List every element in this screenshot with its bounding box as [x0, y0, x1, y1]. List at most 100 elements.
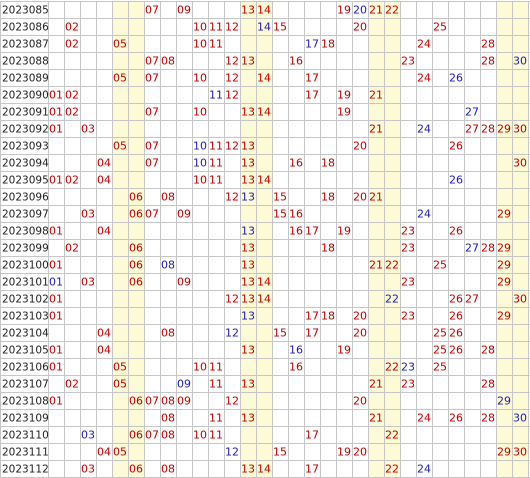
special-number: 27	[465, 106, 479, 119]
drawn-number: 09	[177, 4, 191, 17]
table-row: 2023087 02 05 10 11 17 18 24 28	[2, 38, 495, 51]
drawn-number: 02	[65, 89, 79, 102]
drawn-number: 13	[241, 242, 255, 255]
drawn-number: 09	[177, 276, 191, 289]
special-number: 10	[193, 157, 207, 170]
drawn-number: 29	[497, 446, 511, 459]
drawn-number: 25	[433, 361, 447, 374]
drawn-number: 22	[385, 463, 399, 476]
drawn-number: 26	[449, 327, 463, 340]
drawn-number: 23	[401, 310, 415, 323]
drawn-number: 05	[113, 38, 127, 51]
drawn-number: 06	[129, 259, 143, 272]
table-row: 2023085 07 09 13 14 19 20 21 22	[2, 4, 399, 17]
issue-number: 2023085	[2, 5, 49, 17]
drawn-number: 10	[193, 72, 207, 85]
drawn-number: 29	[497, 276, 511, 289]
drawn-number: 07	[145, 157, 159, 170]
drawn-number: 08	[161, 191, 175, 204]
special-number: 12	[225, 446, 239, 459]
drawn-number: 29	[497, 208, 511, 221]
drawn-number: 26	[449, 225, 463, 238]
drawn-number: 12	[225, 140, 239, 153]
drawn-number: 14	[257, 106, 271, 119]
drawn-number: 18	[321, 191, 335, 204]
drawn-number: 01	[49, 310, 63, 323]
table-row: 2023096 06 08 12 13 15 18 20 21	[2, 191, 383, 204]
drawn-number: 18	[321, 157, 335, 170]
drawn-number: 09	[177, 395, 191, 408]
drawn-number: 26	[449, 344, 463, 357]
issue-number: 2023087	[2, 39, 49, 51]
issue-number: 2023099	[2, 243, 49, 255]
drawn-number: 24	[417, 72, 431, 85]
drawn-number: 13	[241, 259, 255, 272]
drawn-number: 01	[49, 106, 63, 119]
table-row: 2023104 04 08 12 15 17 20 25 26	[2, 327, 463, 340]
table-row: 2023105 01 04 13 16 19 25 26 28	[2, 344, 495, 357]
drawn-number: 19	[337, 106, 351, 119]
issue-number: 2023090	[2, 90, 49, 102]
drawn-number: 13	[241, 412, 255, 425]
drawn-number: 17	[305, 463, 319, 476]
drawn-number: 13	[241, 4, 255, 17]
drawn-number: 16	[289, 361, 303, 374]
drawn-number: 02	[65, 21, 79, 34]
table-row: 2023097 03 06 07 09 15 16 24 29	[2, 208, 511, 221]
drawn-number: 04	[97, 157, 111, 170]
drawn-number: 21	[369, 412, 383, 425]
table-row: 2023090 01 02 11 12 17 19 21	[2, 89, 383, 102]
drawn-number: 19	[337, 225, 351, 238]
drawn-number: 14	[257, 276, 271, 289]
drawn-number: 07	[145, 140, 159, 153]
drawn-number: 28	[481, 55, 495, 68]
drawn-number: 05	[113, 446, 127, 459]
special-number: 11	[209, 89, 223, 102]
table-row: 2023112 03 06 08 13 14 17 22 24	[2, 463, 431, 476]
table-row: 2023106 01 05 10 11 16 22 23 25	[2, 361, 447, 374]
drawn-number: 07	[145, 106, 159, 119]
drawn-number: 11	[209, 21, 223, 34]
drawn-number: 08	[161, 395, 175, 408]
drawn-number: 29	[497, 259, 511, 272]
issue-number: 2023100	[2, 260, 49, 272]
drawn-number: 25	[433, 344, 447, 357]
drawn-number: 04	[97, 344, 111, 357]
drawn-number: 04	[97, 225, 111, 238]
drawn-number: 20	[353, 140, 367, 153]
drawn-number: 19	[337, 344, 351, 357]
special-number: 30	[513, 412, 527, 425]
drawn-number: 05	[113, 140, 127, 153]
drawn-number: 28	[481, 38, 495, 51]
drawn-number: 07	[145, 429, 159, 442]
table-row: 2023110 03 06 07 08 10 11 17 22	[2, 429, 399, 442]
special-number: 17	[305, 38, 319, 51]
drawn-number: 21	[369, 4, 383, 17]
drawn-number: 02	[65, 242, 79, 255]
drawn-number: 12	[225, 89, 239, 102]
drawn-number: 12	[225, 395, 239, 408]
drawn-number: 19	[337, 4, 351, 17]
issue-number: 2023091	[2, 107, 49, 119]
drawn-number: 27	[465, 293, 479, 306]
drawn-number: 23	[401, 276, 415, 289]
table-row: 2023094 04 07 10 11 13 16 18 30	[2, 157, 527, 170]
drawn-number: 13	[241, 378, 255, 391]
drawn-number: 03	[81, 208, 95, 221]
drawn-number: 08	[161, 412, 175, 425]
table-row: 2023098 01 04 13 16 17 19 23 26	[2, 225, 463, 238]
drawn-number: 29	[497, 242, 511, 255]
special-number: 26	[449, 72, 463, 85]
drawn-number: 04	[97, 446, 111, 459]
drawn-number: 02	[65, 38, 79, 51]
drawn-number: 23	[401, 55, 415, 68]
drawn-number: 08	[161, 463, 175, 476]
drawn-number: 20	[353, 446, 367, 459]
table-row: 2023099 02 06 13 18 23 27 28 29	[2, 242, 511, 255]
drawn-number: 13	[241, 293, 255, 306]
drawn-number: 16	[289, 157, 303, 170]
drawn-number: 02	[65, 378, 79, 391]
drawn-number: 13	[241, 106, 255, 119]
drawn-number: 28	[481, 344, 495, 357]
